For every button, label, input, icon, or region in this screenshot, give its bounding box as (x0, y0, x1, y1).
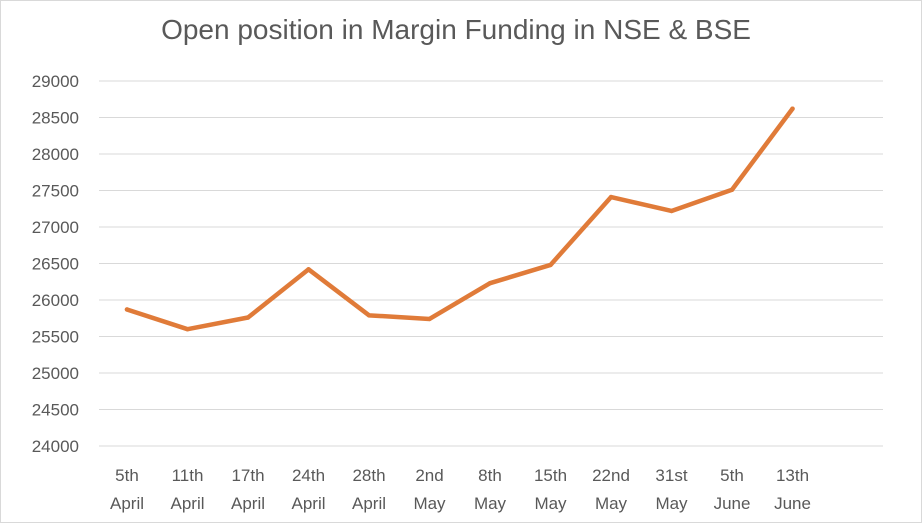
x-tick-label: 28th April (352, 466, 386, 513)
y-tick-label: 24500 (32, 401, 79, 420)
data-point (306, 267, 311, 272)
y-tick-label: 25000 (32, 364, 79, 383)
x-tick-label-line2: April (352, 494, 386, 513)
x-tick-label-line2: May (595, 494, 628, 513)
x-tick-label-line1: 8th (478, 466, 502, 485)
data-point (790, 106, 795, 111)
x-tick-label: 5th April (110, 466, 144, 513)
x-tick-label-line1: 17th (231, 466, 264, 485)
data-point (366, 313, 372, 318)
x-tick-label-line1: 13th (776, 466, 809, 485)
series-layer (124, 106, 795, 332)
x-tick-label-line2: May (534, 494, 567, 513)
x-tick-label: 17th April (231, 466, 265, 513)
y-tick-label: 27500 (32, 182, 79, 201)
data-point (427, 316, 432, 322)
x-tick-label: 24th April (291, 466, 325, 513)
x-tick-label-line2: June (774, 494, 811, 513)
x-tick-label: 2nd May (413, 466, 446, 513)
x-tick-label-line2: April (170, 494, 204, 513)
x-tick-label: 8th May (474, 466, 507, 513)
data-point (124, 307, 130, 312)
x-tick-label: 13th June (774, 466, 811, 513)
x-tick-label-line1: 15th (534, 466, 567, 485)
x-axis-ticks: 5th April 11th April 17th April 24th April 28th A… (110, 466, 811, 513)
x-tick-label: 11th April (170, 466, 204, 513)
x-tick-label: 31st May (655, 466, 688, 513)
x-tick-label-line2: May (655, 494, 688, 513)
chart-title: Open position in Margin Funding in NSE &… (161, 14, 751, 45)
x-tick-label-line2: May (474, 494, 507, 513)
x-tick-label: 5th June (714, 466, 751, 513)
y-tick-label: 28000 (32, 145, 79, 164)
x-tick-label-line2: May (413, 494, 446, 513)
x-tick-label-line2: April (231, 494, 265, 513)
x-tick-label-line2: April (110, 494, 144, 513)
data-point (729, 187, 735, 192)
x-tick-label-line2: April (291, 494, 325, 513)
y-tick-label: 26000 (32, 291, 79, 310)
x-tick-label-line1: 5th (115, 466, 139, 485)
y-tick-label: 24000 (32, 437, 79, 456)
y-tick-label: 28500 (32, 109, 79, 128)
x-tick-label: 15th May (534, 466, 567, 513)
y-tick-label: 27000 (32, 218, 79, 237)
data-point (487, 281, 493, 286)
data-point (669, 208, 674, 214)
x-tick-label: 22nd May (592, 466, 630, 513)
x-tick-label-line1: 5th (720, 466, 744, 485)
x-tick-label-line1: 11th (172, 466, 204, 485)
data-point (185, 327, 190, 332)
data-point (245, 315, 251, 320)
x-tick-label-line1: 22nd (592, 466, 630, 485)
series-line (124, 106, 795, 332)
y-axis-ticks: 24000 24500 25000 25500 26000 26500 27000 27500… (32, 72, 79, 456)
x-tick-label-line2: June (714, 494, 751, 513)
y-tick-label: 29000 (32, 72, 79, 91)
x-tick-label-line1: 28th (352, 466, 385, 485)
x-tick-label-line1: 24th (292, 466, 325, 485)
y-tick-label: 26500 (32, 255, 79, 274)
x-tick-label-line1: 31st (655, 466, 687, 485)
y-tick-label: 25500 (32, 328, 79, 347)
x-tick-label-line1: 2nd (415, 466, 443, 485)
data-point (608, 194, 614, 200)
gridlines (99, 80, 883, 447)
data-point (548, 262, 553, 268)
